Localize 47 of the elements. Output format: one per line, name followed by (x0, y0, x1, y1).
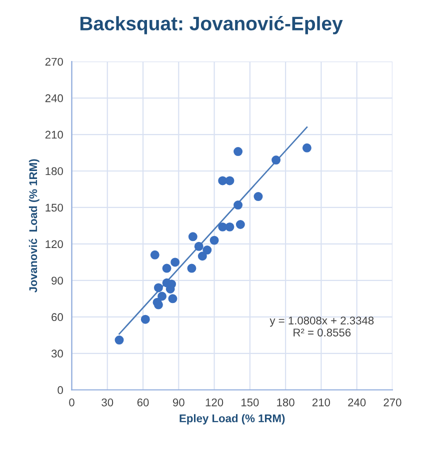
annotation: y = 1.0808x + 2.3348 R² = 0.8556 (270, 316, 374, 336)
x-tick-label: 210 (312, 398, 330, 406)
point (168, 294, 178, 304)
x-tick-label: 270 (384, 398, 402, 406)
point (272, 156, 281, 165)
x-tick-label: 0 (69, 398, 74, 406)
point (162, 264, 172, 273)
point (202, 246, 212, 255)
y-tick-label: 0 (58, 386, 63, 394)
y-tick-label: 180 (46, 167, 63, 176)
point (198, 252, 207, 261)
y-tick-label: 90 (52, 276, 63, 285)
y-tick-label: 150 (46, 204, 63, 212)
point (254, 192, 263, 202)
y-tick-label: 270 (45, 58, 63, 66)
point (236, 220, 245, 230)
x-tick-label: 240 (348, 398, 366, 406)
x-tick-label: 90 (172, 398, 184, 406)
y-tick-label: 60 (52, 313, 63, 322)
point (210, 236, 219, 245)
y-tick-label: 210 (45, 130, 63, 139)
x-tick-label: 150 (241, 398, 259, 406)
point (194, 242, 204, 251)
point (218, 222, 228, 232)
y-tick-label: 30 (51, 350, 63, 358)
chart-title: Backsquat: Jovanović-Epley (80, 16, 343, 34)
y-tick-label: 120 (46, 240, 63, 248)
x-axis-title: Epley Load (% 1RM) (180, 414, 285, 424)
x-tick-label: 120 (206, 398, 224, 406)
x-tick-label: 60 (137, 398, 149, 406)
point (225, 222, 234, 232)
point (234, 147, 243, 156)
point (187, 264, 196, 273)
y-tick-label: 240 (45, 94, 63, 102)
point (225, 176, 234, 186)
y-axis-title: Jovanović Load (% 1RM) (28, 159, 40, 293)
point (234, 200, 243, 210)
point (154, 283, 163, 292)
point (150, 250, 160, 260)
point (188, 232, 198, 242)
x-tick-label: 180 (277, 398, 294, 406)
point (140, 314, 150, 324)
point (302, 143, 312, 152)
x-tick-label: 30 (102, 398, 114, 406)
point (158, 292, 167, 301)
point (170, 258, 180, 267)
point (114, 336, 124, 345)
